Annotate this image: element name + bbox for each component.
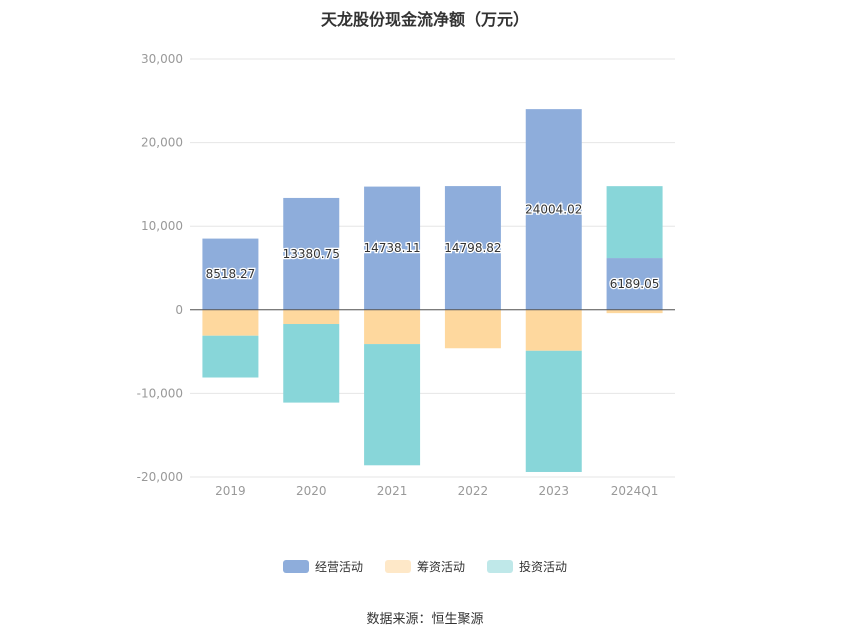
- legend-label: 筹资活动: [416, 560, 465, 574]
- data-label: 8518.27: [206, 267, 256, 281]
- bar-segment: [283, 309, 340, 325]
- bar-segment: [202, 238, 259, 310]
- y-tick-label: 0: [175, 303, 183, 317]
- bar-segment: [283, 197, 340, 310]
- data-label: 24004.02: [525, 202, 582, 216]
- legend-swatch: [487, 560, 513, 573]
- chart-title: 天龙股份现金流净额（万元）: [320, 10, 529, 29]
- bar-segment: [364, 186, 421, 310]
- bar-segment: [283, 324, 340, 403]
- bar-segment: [444, 309, 501, 349]
- data-source: 数据来源：恒生聚源: [366, 612, 484, 627]
- legend-item[interactable]: 经营活动: [282, 558, 363, 575]
- x-tick-label: 2020: [296, 484, 327, 498]
- legend-swatch: [282, 560, 309, 573]
- x-tick-label: 2021: [377, 484, 408, 498]
- y-tick-label: 30,000: [141, 52, 183, 66]
- legend-label: 投资活动: [519, 560, 568, 574]
- legend-label: 经营活动: [314, 560, 363, 574]
- bar-segment: [606, 186, 663, 259]
- data-label: 14798.82: [444, 241, 501, 255]
- legend-item[interactable]: 投资活动: [487, 558, 567, 575]
- x-tick-label: 2019: [215, 484, 246, 498]
- y-tick-label: 10,000: [141, 219, 183, 233]
- bar-segment: [364, 344, 421, 466]
- x-tick-label: 2022: [458, 484, 489, 498]
- bar-segment: [202, 335, 259, 378]
- bar-segment: [444, 186, 501, 310]
- y-tick-label: -10,000: [137, 386, 183, 400]
- bar-segment: [525, 350, 582, 472]
- legend: 经营活动 筹资活动 投资活动: [0, 558, 850, 575]
- bar-segment: [606, 258, 663, 310]
- bar-segment: [364, 309, 421, 345]
- bar-segment: [525, 309, 582, 351]
- data-label: 6189.05: [610, 277, 660, 291]
- x-tick-label: 2023: [538, 484, 569, 498]
- legend-swatch: [384, 560, 411, 573]
- y-tick-label: 20,000: [141, 136, 183, 150]
- legend-item[interactable]: 筹资活动: [384, 558, 465, 575]
- bar-segment: [606, 309, 663, 314]
- bar-segment: [525, 109, 582, 310]
- data-label: 14738.11: [363, 241, 420, 255]
- y-tick-label: -20,000: [137, 470, 183, 484]
- bar-segment: [202, 309, 259, 336]
- x-tick-label: 2024Q1: [611, 484, 659, 498]
- data-label: 13380.75: [283, 247, 340, 261]
